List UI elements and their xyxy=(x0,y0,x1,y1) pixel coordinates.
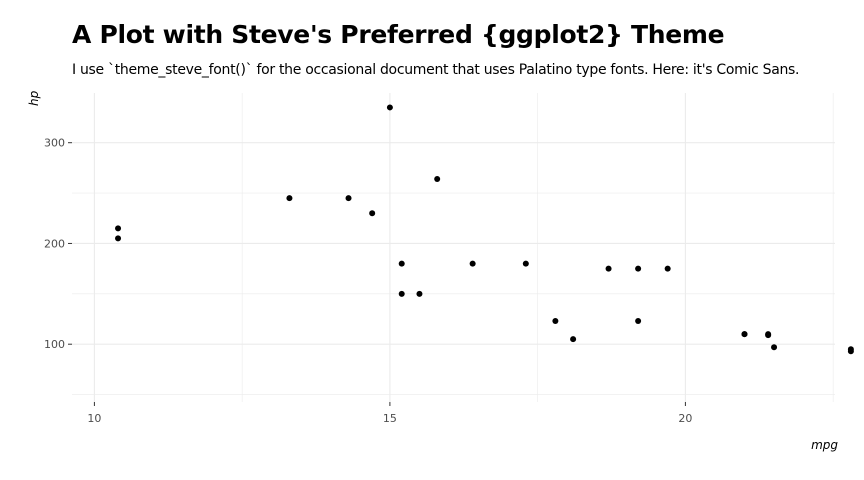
x-axis-title: mpg xyxy=(811,438,838,452)
y-tick-label: 200 xyxy=(44,237,65,250)
data-point xyxy=(434,175,441,182)
x-tick-label: 20 xyxy=(678,412,692,425)
data-point xyxy=(286,195,293,202)
data-point xyxy=(469,260,476,267)
major-gridlines xyxy=(72,93,835,402)
data-point xyxy=(570,336,577,343)
chart-title: A Plot with Steve's Preferred {ggplot2} … xyxy=(72,20,725,49)
data-point xyxy=(765,332,772,339)
data-points xyxy=(115,104,854,355)
y-axis-ticks: 100 200 300 xyxy=(44,137,72,351)
minor-gridlines xyxy=(72,93,835,402)
data-point xyxy=(369,210,376,217)
data-point xyxy=(115,225,122,232)
data-point xyxy=(416,290,423,297)
data-point xyxy=(552,318,559,325)
x-tick-label: 15 xyxy=(383,412,397,425)
data-point xyxy=(398,290,405,297)
data-point xyxy=(115,235,122,242)
data-point xyxy=(847,346,854,353)
data-point xyxy=(635,265,642,272)
data-point xyxy=(522,260,529,267)
x-axis-ticks: 101520253035 xyxy=(87,402,692,425)
y-tick-label: 300 xyxy=(44,137,65,150)
data-point xyxy=(345,195,352,202)
data-point xyxy=(741,331,748,338)
data-point xyxy=(605,265,612,272)
data-point xyxy=(771,344,778,351)
data-point xyxy=(664,265,671,272)
data-point xyxy=(635,318,642,325)
data-point xyxy=(386,104,393,111)
chart-subtitle: I use `theme_steve_font()` for the occas… xyxy=(72,62,800,78)
x-tick-label: 10 xyxy=(87,412,101,425)
data-point xyxy=(398,260,405,267)
y-tick-label: 100 xyxy=(44,338,65,351)
y-axis-title: hp xyxy=(27,90,41,106)
